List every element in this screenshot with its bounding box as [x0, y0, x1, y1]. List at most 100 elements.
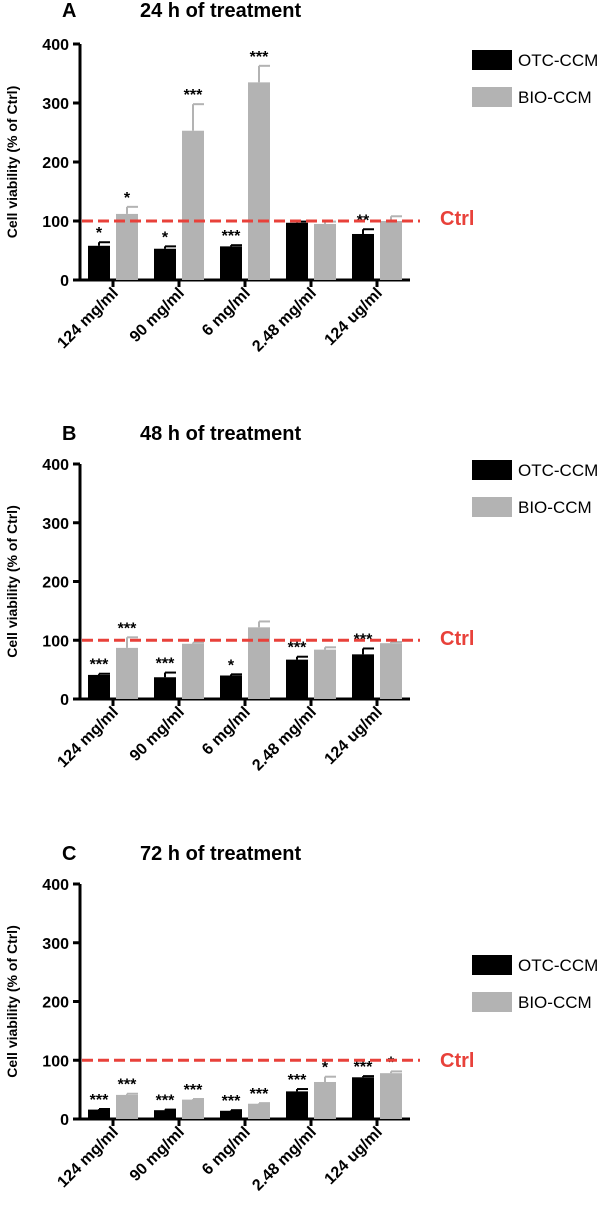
- chart-panel-c: C 72 h of treatment Cell viability (% of C…: [4, 843, 598, 1194]
- bar-otc-ccm: [286, 222, 308, 280]
- x-tick-label: 124 ug/ml: [322, 704, 386, 768]
- legend-label: BIO-CCM: [518, 88, 592, 107]
- y-tick-label: 300: [42, 936, 69, 953]
- panel-letter: A: [62, 0, 76, 22]
- ctrl-label: Ctrl: [440, 1050, 474, 1072]
- x-tick-label: 124 ug/ml: [322, 285, 386, 349]
- bar-bio-ccm: [248, 627, 270, 699]
- y-tick-label: 0: [60, 273, 69, 290]
- y-tick-label: 100: [42, 1053, 69, 1070]
- bar-bio-ccm: [248, 82, 270, 280]
- legend-label: BIO-CCM: [518, 993, 592, 1012]
- bar-otc-ccm: [88, 674, 110, 699]
- significance-label: ***: [250, 49, 269, 66]
- y-tick-label: 400: [42, 37, 69, 54]
- y-axis-label: Cell viability (% of Ctrl): [4, 505, 20, 657]
- ctrl-label: Ctrl: [440, 208, 474, 230]
- y-tick-label: 0: [60, 692, 69, 709]
- y-axis-label: Cell viability (% of Ctrl): [4, 925, 20, 1077]
- significance-label: *: [96, 225, 103, 242]
- significance-label: ***: [288, 1072, 307, 1089]
- bar-bio-ccm: [116, 213, 138, 280]
- bar-otc-ccm: [88, 245, 110, 280]
- bar-otc-ccm: [154, 677, 176, 699]
- bar-bio-ccm: [380, 643, 402, 699]
- bar-bio-ccm: [380, 1073, 402, 1119]
- bar-otc-ccm: [220, 1110, 242, 1119]
- legend-label: OTC-CCM: [518, 956, 598, 975]
- bar-bio-ccm: [314, 649, 336, 699]
- legend-swatch-otc-ccm: [472, 955, 512, 975]
- y-tick-label: 300: [42, 96, 69, 113]
- y-tick-label: 100: [42, 214, 69, 231]
- significance-label: ***: [90, 1092, 109, 1109]
- bar-otc-ccm: [352, 1077, 374, 1119]
- bar-bio-ccm: [182, 643, 204, 699]
- significance-label: *: [124, 190, 131, 207]
- x-tick-label: 90 mg/ml: [127, 704, 188, 765]
- y-tick-label: 200: [42, 155, 69, 172]
- x-tick-label: 124 mg/ml: [54, 285, 121, 352]
- bar-bio-ccm: [314, 1081, 336, 1119]
- bar-bio-ccm: [248, 1103, 270, 1119]
- significance-label: *: [388, 1054, 395, 1071]
- significance-label: *: [322, 1060, 329, 1077]
- x-tick-label: 2.48 mg/ml: [249, 1124, 320, 1195]
- significance-label: ***: [184, 1082, 203, 1099]
- bar-otc-ccm: [286, 1091, 308, 1119]
- y-tick-label: 400: [42, 457, 69, 474]
- chart-panel-a: A 24 h of treatment Cell viability (% of C…: [4, 0, 598, 355]
- y-tick-label: 400: [42, 877, 69, 894]
- y-tick-label: 100: [42, 633, 69, 650]
- bar-bio-ccm: [380, 221, 402, 280]
- legend-swatch-bio-ccm: [472, 497, 512, 517]
- y-axis-label: Cell viability (% of Ctrl): [4, 86, 20, 238]
- legend-swatch-bio-ccm: [472, 87, 512, 107]
- legend-label: BIO-CCM: [518, 498, 592, 517]
- legend-swatch-otc-ccm: [472, 50, 512, 70]
- bar-bio-ccm: [314, 223, 336, 280]
- x-tick-label: 2.48 mg/ml: [249, 704, 320, 775]
- bar-bio-ccm: [116, 647, 138, 699]
- bar-bio-ccm: [182, 1099, 204, 1119]
- bar-bio-ccm: [182, 130, 204, 280]
- y-tick-label: 300: [42, 516, 69, 533]
- legend-swatch-bio-ccm: [472, 992, 512, 1012]
- x-tick-label: 6 mg/ml: [199, 1124, 254, 1179]
- bar-otc-ccm: [286, 659, 308, 699]
- y-tick-label: 0: [60, 1112, 69, 1129]
- x-tick-label: 90 mg/ml: [127, 1124, 188, 1185]
- legend-swatch-otc-ccm: [472, 460, 512, 480]
- panel-title: 48 h of treatment: [140, 423, 301, 445]
- y-tick-label: 200: [42, 995, 69, 1012]
- panel-letter: C: [62, 843, 76, 865]
- bar-otc-ccm: [154, 1110, 176, 1119]
- x-tick-label: 90 mg/ml: [127, 285, 188, 346]
- significance-label: *: [162, 229, 169, 246]
- bar-bio-ccm: [116, 1094, 138, 1119]
- chart-panel-b: B 48 h of treatment Cell viability (% of C…: [4, 423, 598, 774]
- legend-label: OTC-CCM: [518, 461, 598, 480]
- x-tick-label: 6 mg/ml: [199, 285, 254, 340]
- significance-label: ***: [222, 228, 241, 245]
- significance-label: ***: [118, 620, 137, 637]
- panel-title: 24 h of treatment: [140, 0, 301, 22]
- panel-letter: B: [62, 423, 76, 445]
- significance-label: ***: [90, 657, 109, 674]
- x-tick-label: 124 ug/ml: [322, 1124, 386, 1188]
- x-tick-label: 2.48 mg/ml: [249, 285, 320, 356]
- x-tick-label: 6 mg/ml: [199, 704, 254, 759]
- x-tick-label: 124 mg/ml: [54, 704, 121, 771]
- significance-label: ***: [354, 1059, 373, 1076]
- bar-otc-ccm: [220, 675, 242, 699]
- significance-label: ***: [184, 87, 203, 104]
- significance-label: ***: [156, 1093, 175, 1110]
- bar-otc-ccm: [154, 248, 176, 280]
- x-tick-label: 124 mg/ml: [54, 1124, 121, 1191]
- legend-label: OTC-CCM: [518, 51, 598, 70]
- panel-title: 72 h of treatment: [140, 843, 301, 865]
- bar-otc-ccm: [220, 246, 242, 280]
- bar-otc-ccm: [352, 233, 374, 280]
- significance-label: ***: [156, 656, 175, 673]
